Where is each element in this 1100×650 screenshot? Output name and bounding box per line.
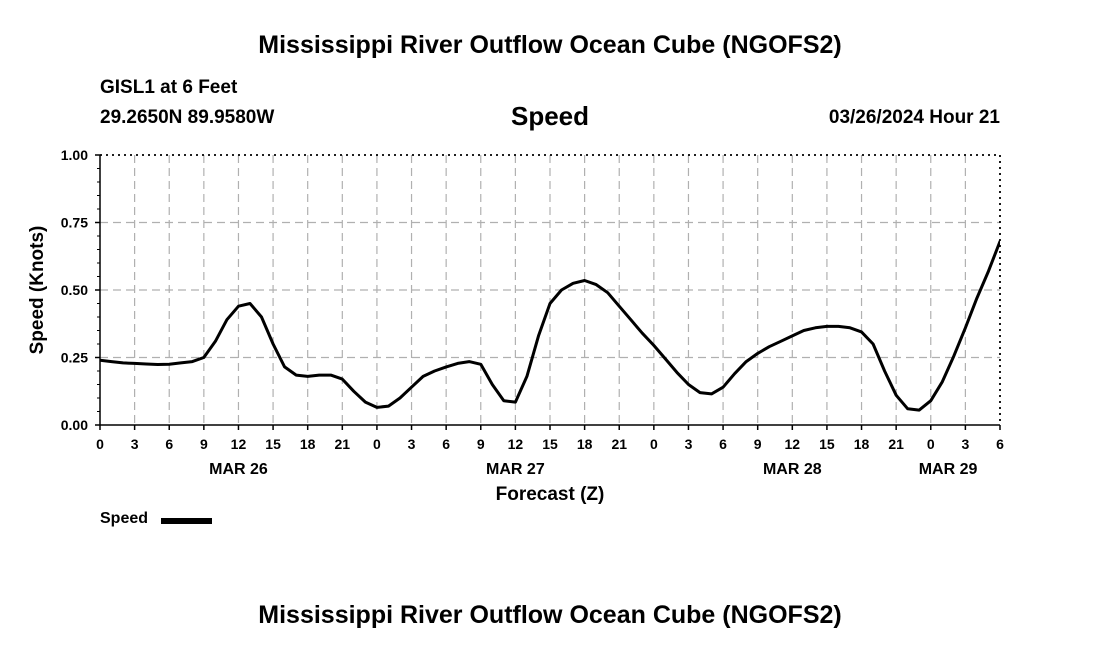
y-tick-label: 0.50 (61, 282, 88, 298)
x-tick-label: 21 (335, 436, 351, 452)
x-tick-label: 21 (611, 436, 627, 452)
legend: Speed (100, 510, 212, 530)
series-layer (100, 239, 1000, 412)
y-tick-label: 0.00 (61, 417, 88, 433)
y-tick-label: 0.25 (61, 350, 88, 366)
x-day-label: MAR 28 (763, 461, 822, 478)
footer-title: Mississippi River Outflow Ocean Cube (NG… (258, 601, 842, 629)
x-tick-label: 0 (373, 436, 381, 452)
x-tick-label: 3 (131, 436, 139, 452)
x-day-label: MAR 27 (486, 461, 545, 478)
x-tick-label: 12 (508, 436, 524, 452)
x-tick-label: 0 (650, 436, 658, 452)
x-tick-label: 9 (477, 436, 485, 452)
x-tick-label: 3 (961, 436, 969, 452)
x-day-label: MAR 29 (919, 461, 978, 478)
legend-line-swatch (161, 518, 212, 524)
y-axis: 0.00 0.25 0.50 0.75 1.00 (61, 147, 1001, 433)
speed-series-line (100, 239, 1000, 412)
x-tick-label: 15 (265, 436, 281, 452)
x-tick-label: 18 (577, 436, 593, 452)
x-tick-label: 21 (888, 436, 904, 452)
y-tick-label: 0.75 (61, 215, 88, 231)
x-axis-label: Forecast (Z) (496, 484, 605, 505)
x-tick-label: 18 (854, 436, 870, 452)
x-tick-label: 9 (200, 436, 208, 452)
x-tick-label: 6 (996, 436, 1004, 452)
x-tick-label: 15 (542, 436, 558, 452)
x-tick-label: 6 (442, 436, 450, 452)
station-name: GISL1 at 6 Feet (100, 77, 238, 98)
chart-title: Mississippi River Outflow Ocean Cube (NG… (258, 31, 842, 59)
x-tick-label: 3 (408, 436, 416, 452)
chart-grid (100, 155, 1000, 425)
forecast-datetime: 03/26/2024 Hour 21 (828, 107, 1000, 128)
y-tick-label: 1.00 (61, 147, 88, 163)
x-tick-label: 6 (165, 436, 173, 452)
x-tick-label: 12 (231, 436, 247, 452)
x-tick-label: 0 (96, 436, 104, 452)
x-tick-label: 9 (754, 436, 762, 452)
x-tick-label: 0 (927, 436, 935, 452)
x-tick-label: 6 (719, 436, 727, 452)
x-tick-label: 15 (819, 436, 835, 452)
legend-label: Speed (100, 510, 149, 527)
x-tick-label: 3 (685, 436, 693, 452)
x-day-label: MAR 26 (209, 461, 268, 478)
variable-title: Speed (510, 101, 590, 131)
y-axis-label: Speed (Knots) (27, 226, 48, 355)
x-tick-label: 18 (300, 436, 316, 452)
x-tick-label: 12 (785, 436, 801, 452)
x-axis: 0 3 6 9 12 15 18 21 0 3 6 9 12 15 18 21 0 3 6 9 12 15 18 21 0 3 6 M… (96, 154, 1004, 478)
station-coords: 29.2650N 89.9580W (100, 107, 275, 128)
